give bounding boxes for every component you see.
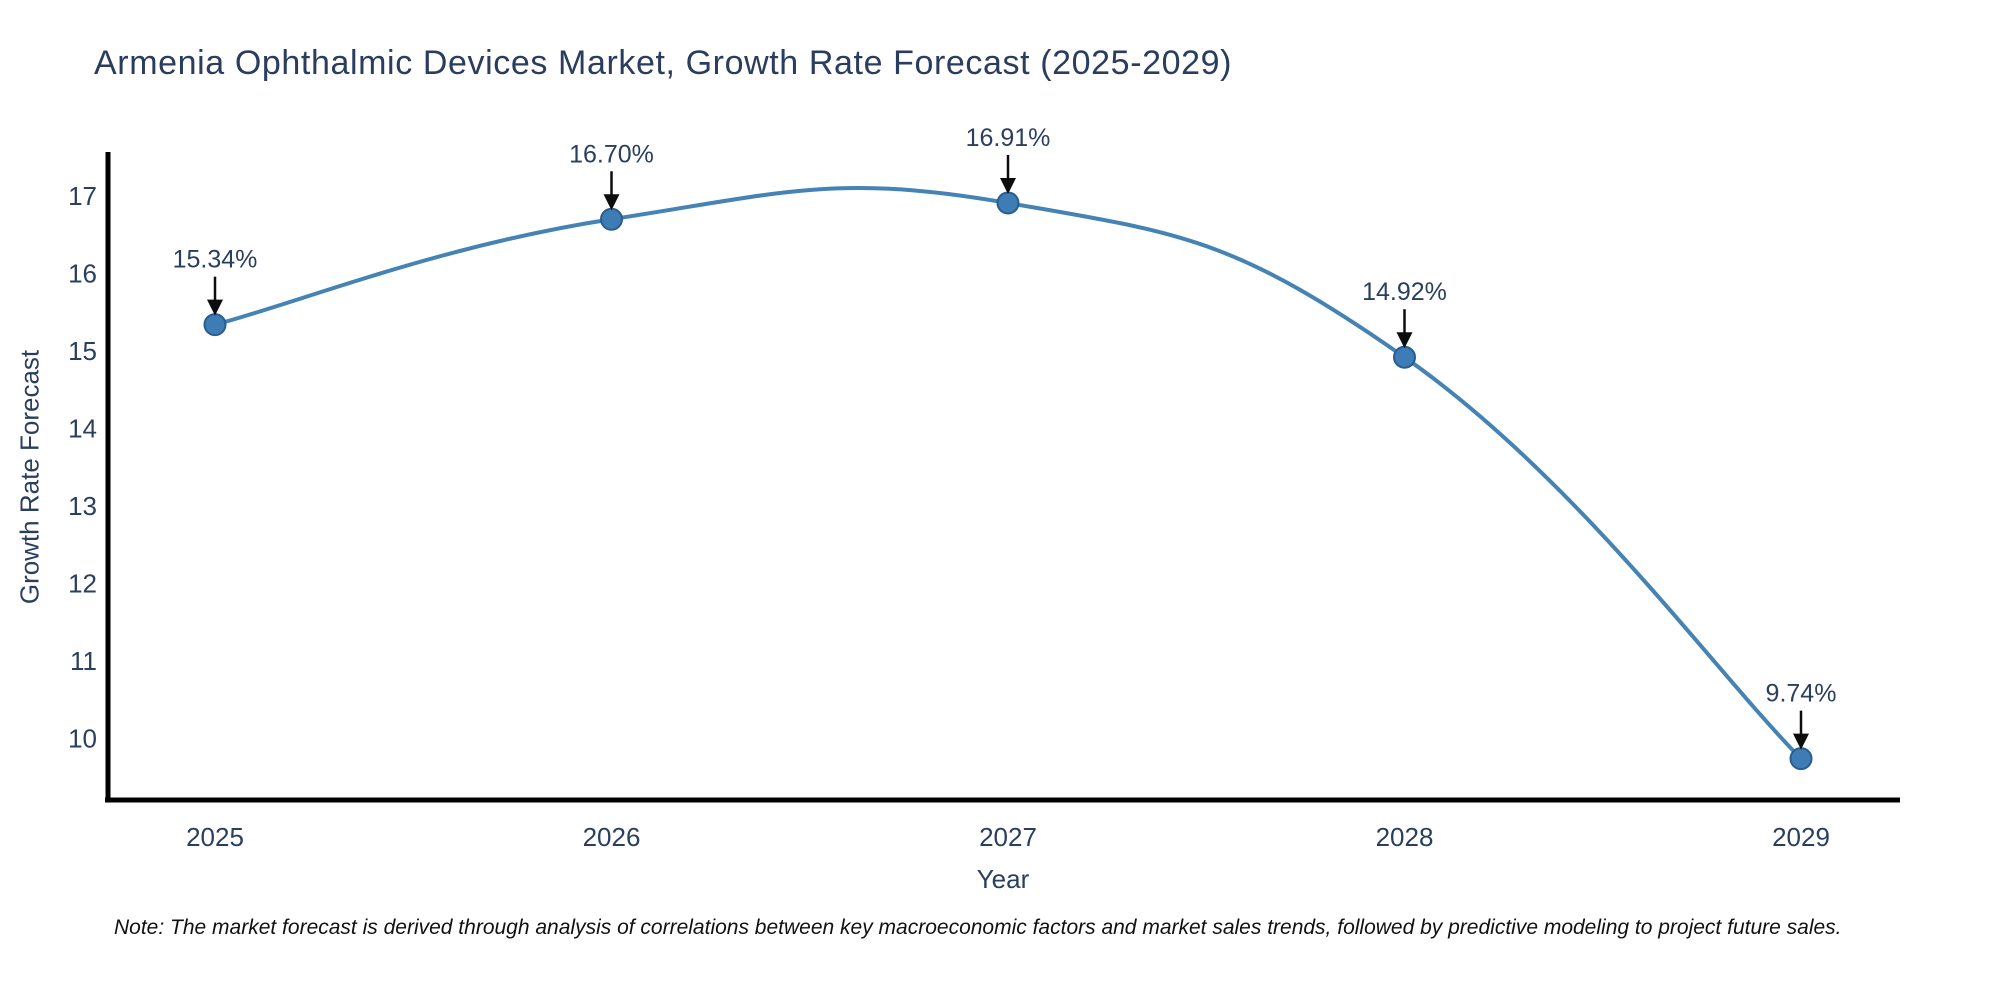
point-annotations: 15.34% 16.70% 16.91% 14.92% 9.74% xyxy=(173,124,1837,750)
chart-title: Armenia Ophthalmic Devices Market, Growt… xyxy=(94,44,1233,82)
y-tick-label: 16 xyxy=(68,259,97,289)
annotation-arrowhead xyxy=(1396,332,1413,349)
x-tick-label: 2028 xyxy=(1376,822,1434,852)
x-tick-label: 2029 xyxy=(1772,822,1830,852)
annotation-label: 16.70% xyxy=(569,140,654,168)
y-tick-label: 17 xyxy=(68,181,97,211)
annotation-arrowhead xyxy=(207,299,223,316)
annotation-arrowhead xyxy=(603,194,620,211)
line-series xyxy=(213,186,1803,761)
y-tick-label: 10 xyxy=(68,724,97,754)
data-point xyxy=(203,313,227,337)
annotation-arrowhead xyxy=(1793,733,1809,750)
annotation-label: 9.74% xyxy=(1766,680,1837,708)
y-axis-title: Growth Rate Forecast xyxy=(14,349,45,605)
y-tick-label: 15 xyxy=(68,336,97,366)
x-tick-label: 2025 xyxy=(186,822,244,852)
y-axis-tick-labels: 10 11 12 13 14 15 16 17 xyxy=(68,181,97,754)
footnote: Note: The market forecast is derived thr… xyxy=(114,916,1842,939)
annotation-arrowhead xyxy=(1000,177,1016,194)
y-tick-label: 12 xyxy=(68,569,97,599)
x-axis-tick-labels: 2025 2026 2027 2028 2029 xyxy=(186,822,1830,852)
annotation-label: 15.34% xyxy=(173,246,258,274)
x-tick-label: 2027 xyxy=(979,822,1037,852)
data-point xyxy=(1789,747,1813,771)
data-point xyxy=(996,191,1020,215)
y-tick-label: 11 xyxy=(70,646,97,676)
y-tick-label: 14 xyxy=(68,414,97,444)
annotation-label: 16.91% xyxy=(966,124,1051,152)
data-point xyxy=(1393,345,1416,369)
annotation-label: 14.92% xyxy=(1362,278,1447,306)
y-tick-label: 13 xyxy=(68,491,97,521)
x-tick-label: 2026 xyxy=(583,822,641,852)
x-axis-title: Year xyxy=(976,864,1030,894)
data-point-markers xyxy=(203,191,1813,771)
data-point xyxy=(600,207,623,231)
